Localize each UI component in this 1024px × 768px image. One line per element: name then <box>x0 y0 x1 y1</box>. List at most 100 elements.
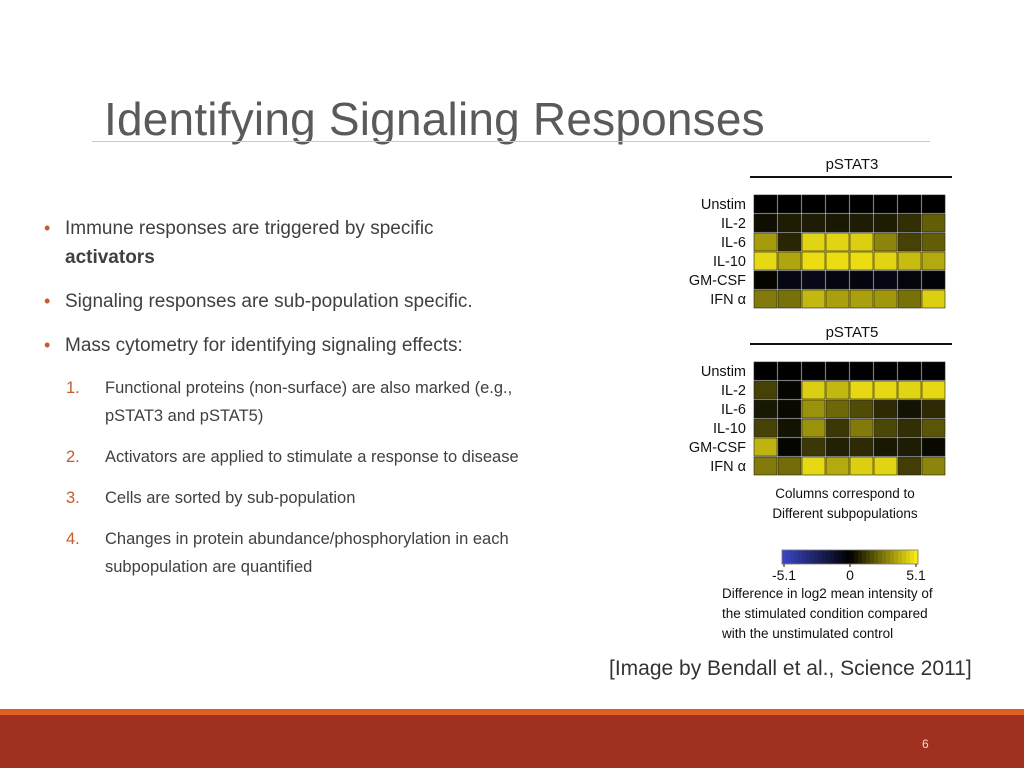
heatmap-cell <box>921 361 946 381</box>
color-scale-segment <box>802 550 807 564</box>
heatmap-cell <box>777 437 802 457</box>
item-number: 3. <box>66 489 80 507</box>
heatmap-cell <box>825 213 850 233</box>
heatmap-cell <box>849 251 874 271</box>
color-scale-segment <box>814 550 819 564</box>
bullet-text: Mass cytometry for identifying signaling… <box>65 335 463 356</box>
heatmap-cell <box>801 418 826 438</box>
heatmap-row-label: GM-CSF <box>689 273 746 289</box>
heatmap-pstat3: pSTAT3 Unstim IL-2 IL-6 IL-10 GM-CSF IFN α <box>689 156 952 309</box>
scale-caption-line: with the unstimulated control <box>722 626 894 641</box>
heatmap-cell <box>825 456 850 476</box>
heatmap-cell <box>897 456 922 476</box>
color-scale-segment <box>870 550 875 564</box>
heatmap-cell <box>825 399 850 419</box>
heatmap-cell <box>921 399 946 419</box>
color-scale-segment <box>882 550 887 564</box>
heatmap-cell <box>777 399 802 419</box>
title-divider <box>92 141 930 142</box>
columns-caption: Columns correspond to Different subpopul… <box>740 484 950 524</box>
heatmap-pstat5: pSTAT5 Unstim IL-2 IL-6 IL-10 GM-CSF IFN α <box>689 324 952 476</box>
heatmap-cell <box>849 270 874 290</box>
color-scale-segment <box>818 550 823 564</box>
bullet-dot-icon: • <box>44 291 51 311</box>
heatmap-cell <box>753 213 778 233</box>
color-scale-segment <box>886 550 891 564</box>
color-scale-segment <box>830 550 835 564</box>
color-scale-segment <box>854 550 859 564</box>
heatmap-row-label: IL-6 <box>721 402 746 418</box>
heatmap-cell <box>753 418 778 438</box>
heatmap-figure: pSTAT3 Unstim IL-2 IL-6 IL-10 GM-CSF IFN α pST… <box>689 156 952 583</box>
heatmap-cell <box>777 194 802 214</box>
color-scale-segment <box>786 550 791 564</box>
heatmap-cell <box>921 213 946 233</box>
scale-caption: Difference in log2 mean intensity of the… <box>722 584 1012 644</box>
footer-bar <box>0 715 1024 768</box>
heatmap-cell <box>849 456 874 476</box>
heatmap-cell <box>753 289 778 309</box>
item-text: Cells are sorted by sub-population <box>105 489 356 507</box>
bullet-bold-text: activators <box>65 247 155 268</box>
color-scale-segment <box>790 550 795 564</box>
heatmap-cell <box>777 361 802 381</box>
heatmap-cell <box>825 380 850 400</box>
color-scale-segment <box>874 550 879 564</box>
color-scale-segment <box>906 550 911 564</box>
numbered-item: 2. Activators are applied to stimulate a… <box>66 443 546 471</box>
heatmap-row-label: IL-10 <box>713 254 746 270</box>
bullet-item: • Signaling responses are sub-population… <box>44 287 564 316</box>
color-scale-segment <box>878 550 883 564</box>
heatmap-cell <box>753 456 778 476</box>
columns-caption-line: Columns correspond to <box>775 486 915 501</box>
color-scale-segment <box>798 550 803 564</box>
heatmap-cell <box>873 380 898 400</box>
heatmap-cell <box>825 194 850 214</box>
heatmap-cell <box>921 251 946 271</box>
heatmap-cell <box>897 437 922 457</box>
color-scale-segment <box>862 550 867 564</box>
heatmap-cell <box>873 270 898 290</box>
numbered-list: 1. Functional proteins (non-surface) are… <box>66 374 546 594</box>
item-number: 2. <box>66 448 80 466</box>
heatmap-cell <box>801 380 826 400</box>
color-scale-segment <box>822 550 827 564</box>
heatmap-cell <box>801 399 826 419</box>
heatmap-cell <box>801 270 826 290</box>
color-scale-segment <box>850 550 855 564</box>
color-scale-segment <box>846 550 851 564</box>
color-scale-segment <box>826 550 831 564</box>
heatmap-row-label: IL-6 <box>721 235 746 251</box>
heatmap-cell <box>801 194 826 214</box>
heatmap-cell <box>753 399 778 419</box>
heatmap-cell <box>921 232 946 252</box>
heatmap-cell <box>777 418 802 438</box>
scale-caption-line: Difference in log2 mean intensity of <box>722 586 933 601</box>
color-scale-segment <box>894 550 899 564</box>
heatmap-cell <box>873 194 898 214</box>
color-scale-segment <box>806 550 811 564</box>
heatmap-cell <box>897 418 922 438</box>
heatmap-cell <box>777 456 802 476</box>
heatmap-cell <box>753 251 778 271</box>
heatmap-cell <box>801 456 826 476</box>
heatmap-cell <box>897 380 922 400</box>
footer-accent-stripe <box>0 709 1024 715</box>
color-scale-segment <box>914 550 919 564</box>
heatmap-cell <box>873 232 898 252</box>
slide-number: 6 <box>922 737 929 751</box>
heatmap-cell <box>921 270 946 290</box>
heatmap-cell <box>849 361 874 381</box>
bullet-text: Signaling responses are sub-population s… <box>65 291 473 312</box>
color-scale-segment <box>866 550 871 564</box>
heatmap-row-label: GM-CSF <box>689 440 746 456</box>
heatmap-cell <box>801 289 826 309</box>
heatmap-cell <box>777 270 802 290</box>
heatmap-cell <box>849 289 874 309</box>
heatmap-row-label: IFN α <box>710 292 746 308</box>
heatmap-cell <box>777 251 802 271</box>
bullet-text: Immune responses are triggered by specif… <box>65 218 434 239</box>
heatmap-cell <box>921 456 946 476</box>
columns-caption-line: Different subpopulations <box>772 506 918 521</box>
heatmap-cell <box>825 232 850 252</box>
